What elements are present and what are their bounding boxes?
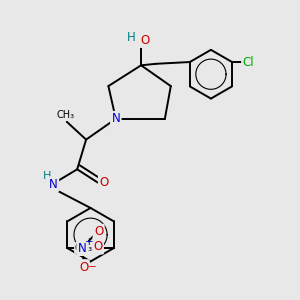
Text: O: O [99, 176, 109, 189]
Text: Cl: Cl [243, 56, 254, 68]
Text: N: N [111, 112, 120, 125]
Text: O: O [93, 240, 103, 253]
Text: O: O [79, 261, 88, 274]
Text: +: + [85, 236, 93, 247]
Text: CH₃: CH₃ [75, 243, 93, 253]
Text: N: N [78, 242, 87, 255]
Text: O: O [94, 225, 103, 238]
Text: O: O [140, 34, 149, 46]
Text: N: N [49, 178, 58, 191]
Text: CH₃: CH₃ [56, 110, 74, 120]
Text: −: − [88, 262, 96, 272]
Text: H: H [127, 31, 136, 44]
Text: H: H [43, 171, 51, 181]
